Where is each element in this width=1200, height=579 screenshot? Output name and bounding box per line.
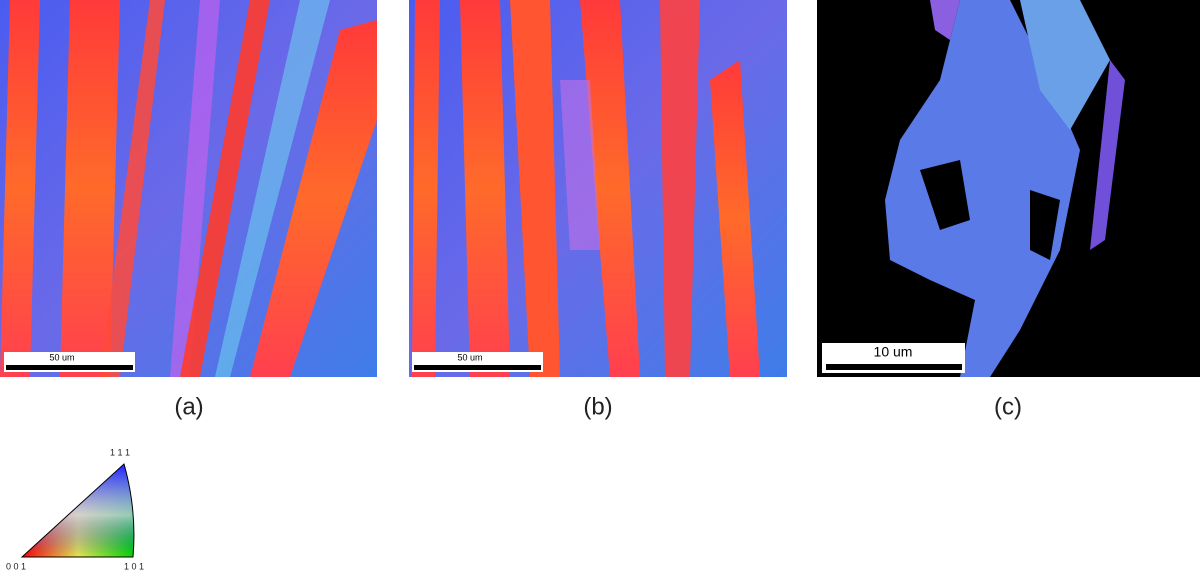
scale-bar-label: 50 um (457, 352, 482, 362)
ebsd-map-b (409, 0, 787, 377)
legend-label: 0 0 1 (6, 561, 26, 571)
ipf-legend: 1 1 1 0 0 1 1 0 1 (6, 447, 144, 571)
panel-label: (a) (174, 393, 203, 420)
scale-bar-label: 10 um (874, 344, 913, 360)
panel-label: (c) (994, 393, 1022, 420)
scale-bar (826, 364, 962, 370)
ebsd-map-a (0, 0, 377, 377)
scale-bar (6, 365, 133, 370)
panel-label: (b) (583, 393, 612, 420)
legend-label: 1 1 1 (110, 447, 130, 457)
scale-bar (414, 365, 541, 370)
scale-bar-label: 50 um (49, 352, 74, 362)
legend-label: 1 0 1 (124, 561, 144, 571)
ebsd-map-c (817, 0, 1200, 377)
